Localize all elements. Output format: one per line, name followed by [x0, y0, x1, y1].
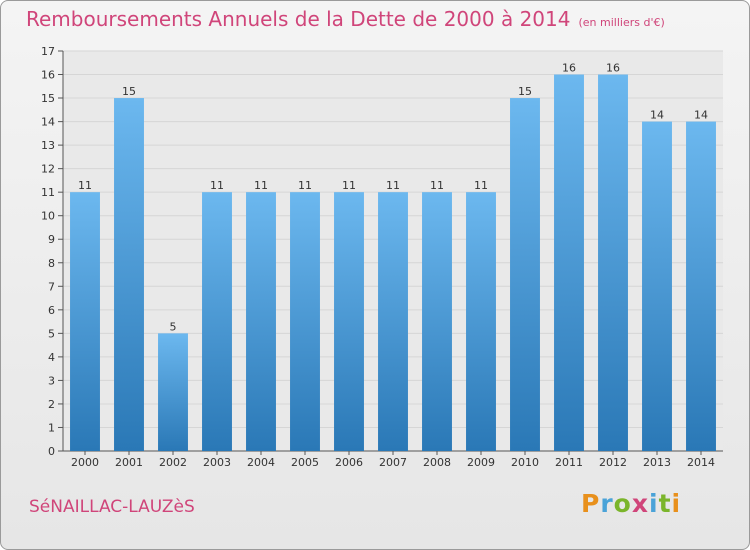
value-label: 11	[210, 179, 224, 192]
value-label: 14	[650, 109, 664, 122]
bar-2002	[158, 333, 188, 451]
y-tick-label: 4	[48, 351, 55, 364]
logo-letter: i	[649, 489, 659, 518]
y-tick-label: 2	[48, 398, 55, 411]
value-label: 11	[254, 179, 268, 192]
x-tick-label: 2012	[599, 456, 627, 469]
value-label: 11	[386, 179, 400, 192]
value-label: 11	[78, 179, 92, 192]
value-label: 15	[122, 85, 136, 98]
x-tick-label: 2003	[203, 456, 231, 469]
value-label: 5	[170, 320, 177, 333]
x-tick-label: 2001	[115, 456, 143, 469]
logo-letter: t	[658, 489, 672, 518]
chart-title: Remboursements Annuels de la Dette de 20…	[26, 7, 665, 31]
y-tick-label: 9	[48, 233, 55, 246]
value-label: 14	[694, 109, 708, 122]
y-tick-label: 17	[41, 45, 55, 58]
bar-2007	[378, 192, 408, 452]
value-label: 15	[518, 85, 532, 98]
y-tick-label: 11	[41, 186, 55, 199]
x-tick-label: 2006	[335, 456, 363, 469]
logo-letter: x	[631, 489, 649, 518]
x-tick-label: 2008	[423, 456, 451, 469]
commune-name: SéNAILLAC-LAUZèS	[29, 497, 195, 517]
y-tick-label: 14	[41, 116, 55, 129]
logo-letter: o	[613, 489, 632, 518]
bar-2013	[642, 121, 672, 452]
bar-2004	[246, 192, 276, 452]
y-tick-label: 0	[48, 445, 55, 458]
bar-2012	[598, 74, 628, 451]
bar-2003	[202, 192, 232, 452]
logo-letter: i	[671, 489, 682, 518]
x-tick-label: 2002	[159, 456, 187, 469]
x-tick-label: 2009	[467, 456, 495, 469]
value-label: 16	[606, 62, 620, 75]
x-tick-label: 2014	[687, 456, 715, 469]
x-tick-label: 2007	[379, 456, 407, 469]
title-text: Remboursements Annuels de la Dette de 20…	[26, 7, 571, 31]
x-tick-label: 2004	[247, 456, 275, 469]
bar-2005	[290, 192, 320, 452]
y-tick-label: 12	[41, 163, 55, 176]
value-label: 16	[562, 62, 576, 75]
y-tick-label: 13	[41, 139, 55, 152]
y-tick-label: 5	[48, 327, 55, 340]
bar-2001	[114, 98, 144, 451]
bar-2010	[510, 98, 540, 451]
y-tick-label: 15	[41, 92, 55, 105]
y-tick-label: 16	[41, 69, 55, 82]
value-label: 11	[342, 179, 356, 192]
x-tick-label: 2000	[71, 456, 99, 469]
proxiti-logo: Proxiti	[581, 489, 681, 518]
x-tick-label: 2013	[643, 456, 671, 469]
y-tick-label: 6	[48, 304, 55, 317]
value-label: 11	[298, 179, 312, 192]
y-tick-label: 1	[48, 421, 55, 434]
x-tick-label: 2010	[511, 456, 539, 469]
y-tick-label: 3	[48, 374, 55, 387]
bar-2006	[334, 192, 364, 452]
x-tick-label: 2011	[555, 456, 583, 469]
plot-area: 0123456789101112131415161711200015200152…	[41, 45, 723, 469]
bar-2014	[686, 121, 716, 452]
value-label: 11	[430, 179, 444, 192]
y-tick-label: 8	[48, 257, 55, 270]
bar-2008	[422, 192, 452, 452]
value-label: 11	[474, 179, 488, 192]
logo-letter: P	[581, 489, 601, 518]
y-tick-label: 10	[41, 210, 55, 223]
bar-2009	[466, 192, 496, 452]
x-tick-label: 2005	[291, 456, 319, 469]
chart-subtitle: (en milliers d'€)	[578, 16, 665, 29]
bar-2000	[70, 192, 100, 452]
bar-2011	[554, 74, 584, 451]
y-tick-label: 7	[48, 280, 55, 293]
logo-letter: r	[600, 489, 614, 518]
